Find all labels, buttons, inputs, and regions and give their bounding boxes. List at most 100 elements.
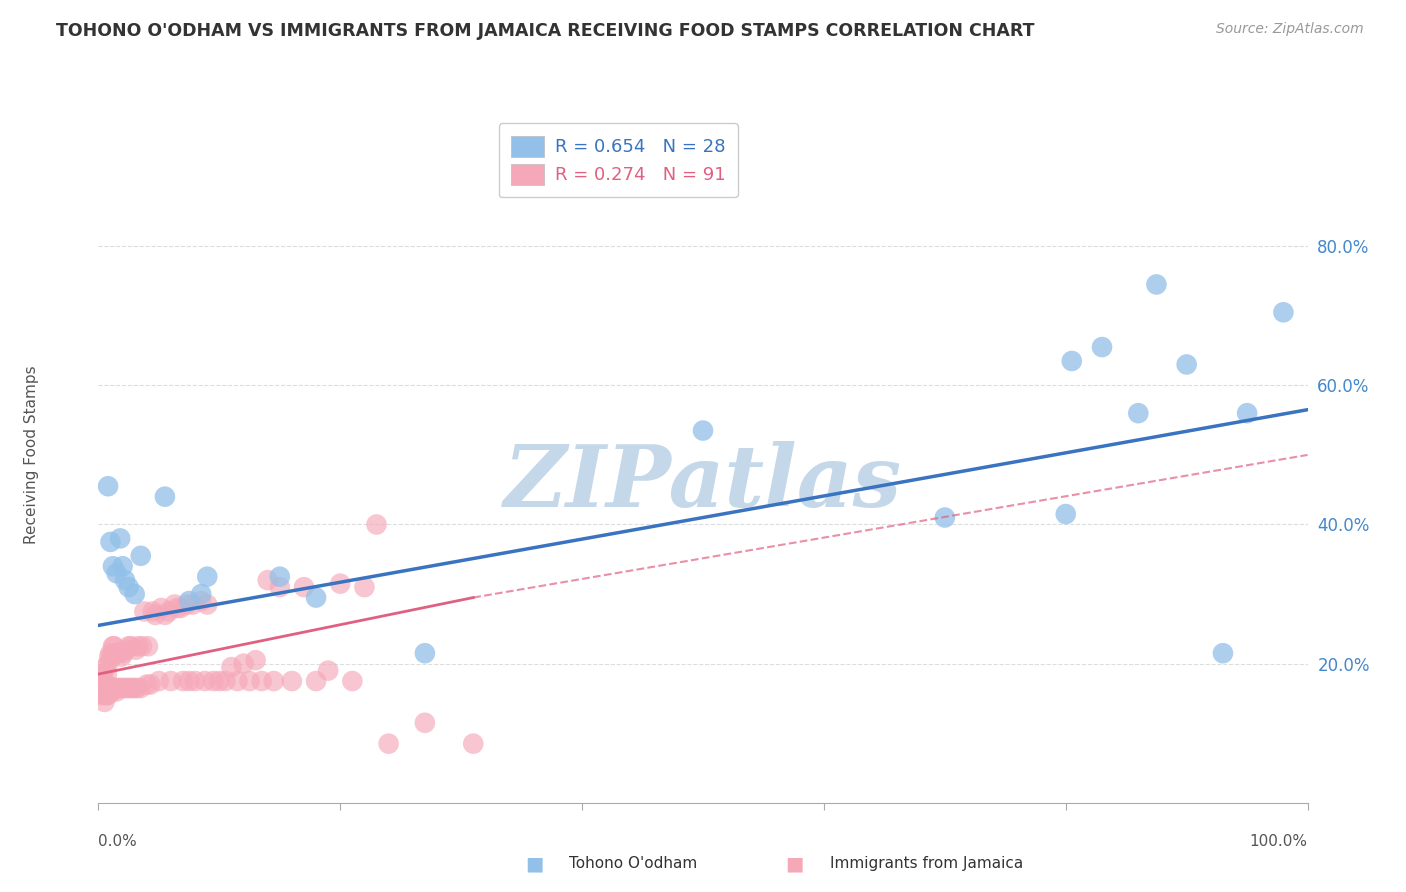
Point [93, 674, 115, 689]
Point [269, 580, 291, 594]
Point [129, 681, 152, 695]
Point [153, 607, 176, 622]
Point [177, 594, 201, 608]
Text: Immigrants from Jamaica: Immigrants from Jamaica [830, 856, 1022, 871]
Point [127, 681, 149, 695]
Text: 100.0%: 100.0% [1250, 834, 1308, 849]
Point [100, 649, 122, 664]
Point [105, 566, 128, 581]
Point [160, 674, 183, 689]
Point [110, 649, 132, 664]
Point [269, 570, 291, 584]
Point [91, 667, 114, 681]
Point [101, 639, 124, 653]
Point [208, 674, 231, 689]
Point [342, 674, 364, 689]
Legend: R = 0.654   N = 28, R = 0.274   N = 91: R = 0.654 N = 28, R = 0.274 N = 91 [499, 123, 738, 197]
Point [463, 737, 485, 751]
Text: ZIPatlas: ZIPatlas [503, 441, 903, 524]
Point [1060, 354, 1083, 368]
Point [120, 639, 142, 653]
Point [214, 674, 236, 689]
Point [1236, 406, 1258, 420]
Point [100, 684, 122, 698]
Point [366, 517, 388, 532]
Point [195, 570, 218, 584]
Point [221, 660, 243, 674]
Text: ■: ■ [524, 854, 544, 873]
Point [90, 688, 112, 702]
Point [98, 649, 121, 664]
Point [143, 607, 166, 622]
Point [118, 681, 141, 695]
Text: TOHONO O'ODHAM VS IMMIGRANTS FROM JAMAICA RECEIVING FOOD STAMPS CORRELATION CHAR: TOHONO O'ODHAM VS IMMIGRANTS FROM JAMAIC… [56, 22, 1035, 40]
Point [117, 681, 139, 695]
Point [245, 653, 267, 667]
Point [1175, 358, 1198, 372]
Point [292, 580, 315, 594]
Point [108, 646, 131, 660]
Point [127, 639, 149, 653]
Point [413, 646, 436, 660]
Point [190, 594, 212, 608]
Point [114, 573, 136, 587]
Point [316, 664, 339, 678]
Point [94, 688, 117, 702]
Point [129, 549, 152, 563]
Point [135, 677, 157, 691]
Point [136, 639, 159, 653]
Point [305, 674, 328, 689]
Point [353, 580, 375, 594]
Point [97, 688, 120, 702]
Point [1128, 406, 1150, 420]
Point [134, 605, 156, 619]
Point [97, 657, 120, 671]
Point [91, 688, 114, 702]
Point [100, 684, 122, 698]
Point [118, 639, 141, 653]
Point [232, 657, 254, 671]
Text: 0.0%: 0.0% [98, 834, 138, 849]
Point [91, 674, 114, 689]
Point [94, 660, 117, 674]
Point [105, 646, 128, 660]
Point [91, 684, 114, 698]
Point [1091, 340, 1114, 354]
Point [1272, 305, 1295, 319]
Point [101, 559, 124, 574]
Point [118, 580, 141, 594]
Point [150, 601, 173, 615]
Point [139, 677, 162, 691]
Point [124, 587, 146, 601]
Point [115, 642, 138, 657]
Point [101, 681, 124, 695]
Point [263, 674, 285, 689]
Point [111, 559, 134, 574]
Point [131, 639, 153, 653]
Point [1144, 277, 1167, 292]
Point [125, 642, 148, 657]
Point [692, 424, 714, 438]
Point [121, 681, 143, 695]
Point [377, 737, 399, 751]
Point [108, 681, 131, 695]
Point [166, 601, 188, 615]
Point [184, 674, 207, 689]
Point [281, 674, 304, 689]
Point [93, 695, 115, 709]
Point [194, 674, 217, 689]
Point [111, 681, 134, 695]
Point [195, 598, 218, 612]
Text: Tohono O'odham: Tohono O'odham [569, 856, 697, 871]
Text: Source: ZipAtlas.com: Source: ZipAtlas.com [1216, 22, 1364, 37]
Point [108, 532, 131, 546]
Text: ■: ■ [785, 854, 804, 873]
Point [124, 681, 146, 695]
Point [142, 605, 165, 619]
Point [114, 681, 136, 695]
Point [96, 688, 118, 702]
Point [226, 674, 249, 689]
Point [239, 674, 262, 689]
Point [105, 684, 128, 698]
Point [413, 715, 436, 730]
